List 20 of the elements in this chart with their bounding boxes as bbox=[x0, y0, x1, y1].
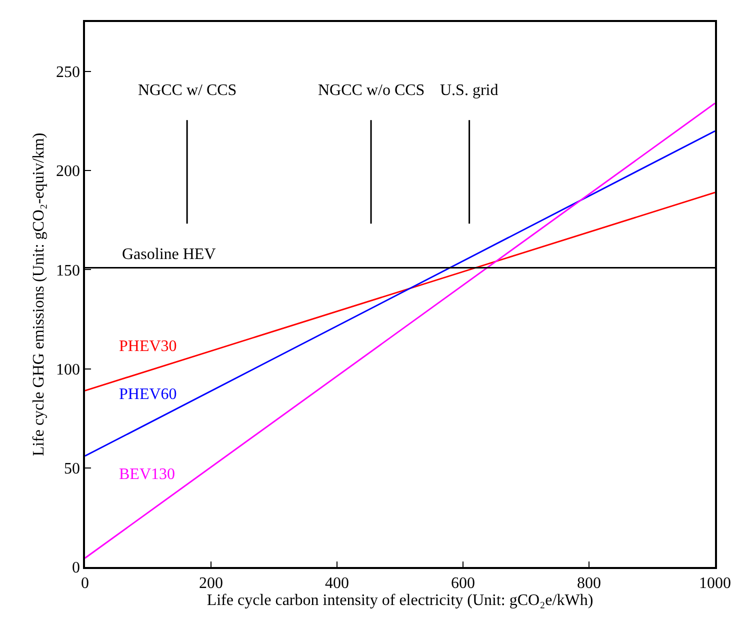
x-tick-label: 200 bbox=[199, 574, 223, 592]
series-label: BEV130 bbox=[119, 466, 175, 483]
y-tick-label: 0 bbox=[72, 560, 80, 577]
series-label: PHEV30 bbox=[119, 338, 177, 355]
x-axis-title: Life cycle carbon intensity of electricity (Unit: gCO₂e/kWh) bbox=[206, 592, 594, 609]
series-label: PHEV60 bbox=[119, 386, 177, 403]
ref-line-label: Gasoline HEV bbox=[122, 246, 216, 263]
x-tick-label: 1000 bbox=[699, 574, 731, 592]
y-tick-label: 150 bbox=[56, 262, 80, 280]
ref-line-label: NGCC w/ CCS bbox=[138, 82, 237, 99]
x-tick-label: 800 bbox=[577, 574, 601, 592]
ref-line-label: NGCC w/o CCS bbox=[318, 82, 425, 99]
x-tick-label: 400 bbox=[325, 574, 349, 592]
x-tick-label: 600 bbox=[451, 574, 475, 592]
y-tick-label: 50 bbox=[64, 460, 80, 478]
y-axis-title: Life cycle GHG emissions (Unit: gCO₂-equiv/km) bbox=[30, 132, 48, 456]
y-tick-label: 200 bbox=[56, 163, 80, 180]
ref-line-label: U.S. grid bbox=[440, 82, 498, 99]
y-tick-label: 100 bbox=[56, 361, 80, 378]
y-tick-label: 250 bbox=[56, 64, 80, 82]
